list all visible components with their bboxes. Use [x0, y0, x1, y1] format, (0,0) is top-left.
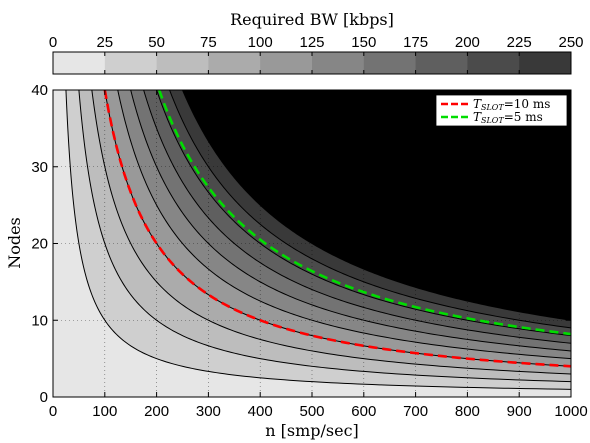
y-tick-label: 20 [31, 236, 48, 253]
y-tick-label: 0 [40, 389, 48, 406]
colorbar-tick-label: 150 [351, 34, 376, 51]
colorbar [52, 51, 572, 75]
x-tick-label: 600 [351, 403, 376, 420]
colorbar-tick-label: 175 [403, 34, 428, 51]
plot-area [53, 90, 571, 397]
contour-line [91, 90, 571, 375]
y-tick-label: 40 [31, 82, 48, 99]
x-tick-label: 900 [507, 403, 532, 420]
x-axis-label: n [smp/sec] [265, 421, 359, 440]
colorbar-tick-label: 50 [148, 34, 165, 51]
colorbar-segment [208, 52, 261, 74]
x-tick-label: 700 [403, 403, 428, 420]
contour-line [65, 90, 571, 390]
contour-line [78, 90, 571, 383]
legend-box [435, 94, 568, 127]
x-tick-label: 200 [144, 403, 169, 420]
colorbar-segment [53, 52, 106, 74]
y-tick-label: 10 [31, 312, 48, 329]
colorbar-segment [519, 52, 572, 74]
contour-line [117, 90, 571, 360]
series-line [103, 90, 571, 368]
x-tick-label: 0 [49, 403, 57, 420]
colorbar-label: Required BW [kbps] [230, 10, 394, 29]
x-tick-label: 500 [299, 403, 324, 420]
contour-line [182, 90, 571, 321]
contour-line [130, 90, 571, 352]
y-axis-label: Nodes [5, 217, 24, 269]
colorbar-tick-labels: 0 25 50 75 100 125 150 175 200 225 250 [49, 34, 584, 51]
contour-line [143, 90, 571, 344]
colorbar-segment [156, 52, 209, 74]
colorbar-segment [467, 52, 520, 74]
y-tick-label: 30 [31, 159, 48, 176]
colorbar-segment [415, 52, 468, 74]
colorbar-tick-label: 225 [507, 34, 532, 51]
colorbar-tick-label: 100 [248, 34, 273, 51]
x-tick-label: 300 [196, 403, 221, 420]
colorbar-tick-label: 200 [455, 34, 480, 51]
contour-region [53, 90, 571, 397]
x-tick-label: 400 [248, 403, 273, 420]
axes: 0 100 200 300 400 500 600 700 800 900 1000 0 10 20 30 4… [31, 82, 587, 420]
colorbar-segment [260, 52, 313, 74]
series-line [157, 90, 571, 336]
contour-line [156, 90, 571, 337]
colorbar-tick-label: 125 [299, 34, 324, 51]
legend-label: TSLOT=10 ms [473, 97, 550, 112]
colorbar-segment [363, 52, 417, 74]
colorbar-segment [104, 52, 158, 74]
colorbar-tick-label: 25 [96, 34, 113, 51]
x-tick-label: 100 [92, 403, 117, 420]
colorbar-tick-label: 0 [49, 34, 57, 51]
colorbar-tick-label: 75 [200, 34, 217, 51]
x-tick-label: 800 [455, 403, 480, 420]
colorbar-tick-label: 250 [558, 34, 583, 51]
x-tick-label: 1000 [554, 403, 587, 420]
legend-label: TSLOT=5 ms [473, 110, 543, 125]
contour-line [169, 90, 571, 329]
colorbar-segment [312, 52, 365, 74]
